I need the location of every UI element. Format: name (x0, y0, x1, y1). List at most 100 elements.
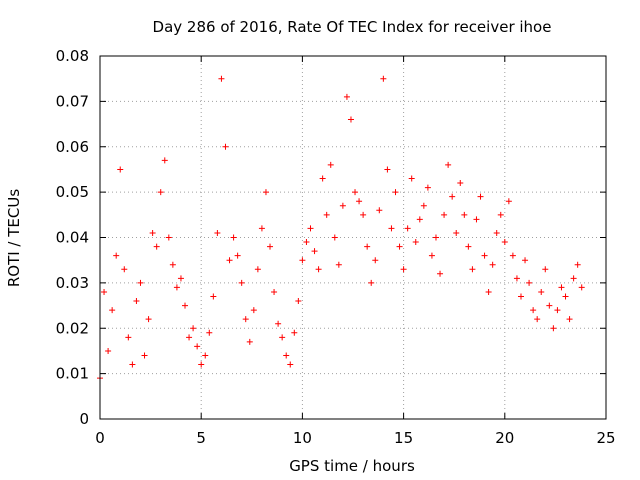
data-point (339, 202, 346, 209)
data-point (218, 75, 225, 82)
data-point (534, 316, 541, 323)
data-point (267, 243, 274, 250)
data-point (137, 279, 144, 286)
data-point (376, 207, 383, 214)
data-point (279, 334, 286, 341)
data-point (481, 252, 488, 259)
data-point (396, 243, 403, 250)
data-point (570, 275, 577, 282)
data-point (335, 261, 342, 268)
data-point (522, 257, 529, 264)
data-point (194, 343, 201, 350)
data-point (165, 234, 172, 241)
grid (100, 56, 606, 419)
data-point (392, 189, 399, 196)
data-point (238, 279, 245, 286)
y-tick-label: 0.08 (56, 47, 89, 65)
data-point (262, 189, 269, 196)
data-point (177, 275, 184, 282)
data-point (331, 234, 338, 241)
data-point (311, 248, 318, 255)
chart-title: Day 286 of 2016, Rate Of TEC Index for r… (153, 18, 552, 36)
x-tick-label: 5 (196, 429, 206, 447)
data-point (347, 116, 354, 123)
data-point (161, 157, 168, 164)
data-point (497, 211, 504, 218)
data-point (206, 329, 213, 336)
data-point (190, 325, 197, 332)
data-point (473, 216, 480, 223)
data-point (222, 143, 229, 150)
data-point (416, 216, 423, 223)
data-point (449, 193, 456, 200)
data-point (380, 75, 387, 82)
data-point (517, 293, 524, 300)
y-tick-label: 0.01 (56, 365, 89, 383)
data-point (554, 307, 561, 314)
data-point (562, 293, 569, 300)
data-point (465, 243, 472, 250)
data-point (574, 261, 581, 268)
data-point (198, 361, 205, 368)
data-point (368, 279, 375, 286)
data-point (323, 211, 330, 218)
data-point (173, 284, 180, 291)
data-point (109, 307, 116, 314)
y-tick-label: 0.02 (56, 319, 89, 337)
data-point (271, 288, 278, 295)
data-point (226, 257, 233, 264)
data-point (117, 166, 124, 173)
data-point (214, 229, 221, 236)
data-point (420, 202, 427, 209)
data-point (246, 338, 253, 345)
data-point (485, 288, 492, 295)
data-point (125, 334, 132, 341)
y-axis-title: ROTI / TECUs (5, 189, 23, 287)
data-point (299, 257, 306, 264)
data-point (424, 184, 431, 191)
data-point (542, 266, 549, 273)
data-point (101, 288, 108, 295)
data-point (141, 352, 148, 359)
data-point (558, 284, 565, 291)
data-point (509, 252, 516, 259)
data-point (169, 261, 176, 268)
y-tick-label: 0.03 (56, 274, 89, 292)
data-point (526, 279, 533, 286)
x-axis-title: GPS time / hours (289, 457, 415, 475)
data-point (182, 302, 189, 309)
data-point (566, 316, 573, 323)
data-point (578, 284, 585, 291)
data-point (258, 225, 265, 232)
data-point (145, 316, 152, 323)
data-point (530, 307, 537, 314)
data-point (343, 93, 350, 100)
data-point (250, 307, 257, 314)
data-point (254, 266, 261, 273)
y-tick-label: 0.05 (56, 183, 89, 201)
data-point (295, 298, 302, 305)
x-tick-label: 25 (596, 429, 615, 447)
y-tick-label: 0.07 (56, 92, 89, 110)
data-point (133, 298, 140, 305)
data-point (352, 189, 359, 196)
data-point (149, 229, 156, 236)
data-point (432, 234, 439, 241)
data-point (453, 229, 460, 236)
data-point (303, 239, 310, 246)
data-point (441, 211, 448, 218)
data-point (113, 252, 120, 259)
data-point (428, 252, 435, 259)
data-point (356, 198, 363, 205)
data-point (153, 243, 160, 250)
data-point (372, 257, 379, 264)
data-point (477, 193, 484, 200)
data-point (400, 266, 407, 273)
data-point (234, 252, 241, 259)
data-point (327, 161, 334, 168)
data-point (283, 352, 290, 359)
data-point (202, 352, 209, 359)
x-tick-label: 10 (293, 429, 312, 447)
data-point (388, 225, 395, 232)
x-tick-label: 15 (394, 429, 413, 447)
